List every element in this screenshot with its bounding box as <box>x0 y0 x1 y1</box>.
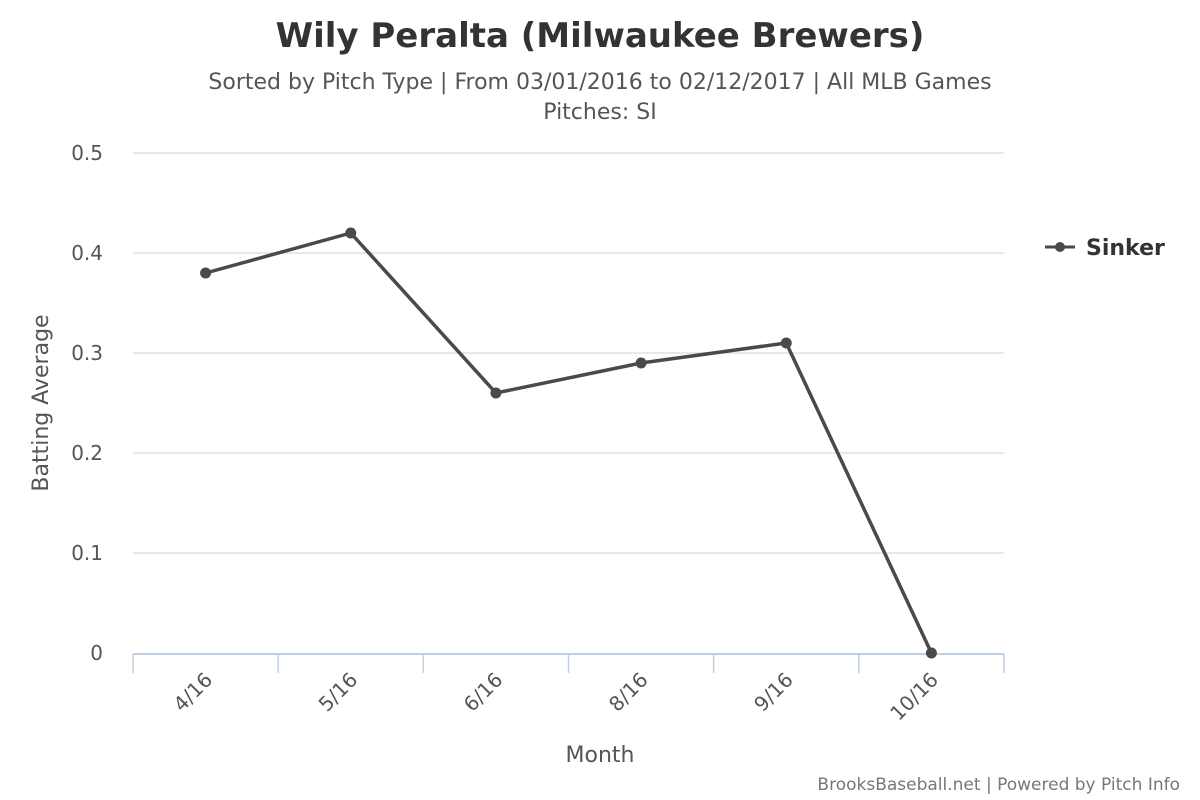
legend[interactable]: Sinker <box>1045 236 1165 261</box>
y-tick-label: 0.2 <box>71 441 103 465</box>
x-tick-label: 5/16 <box>314 668 363 717</box>
data-point[interactable] <box>780 337 792 349</box>
data-point[interactable] <box>200 267 212 279</box>
x-axis-title: Month <box>566 743 635 768</box>
legend-marker-sinker <box>1055 242 1065 252</box>
x-tick-label: 4/16 <box>168 668 217 717</box>
y-tick-label: 0.5 <box>71 141 103 165</box>
data-point[interactable] <box>345 227 357 239</box>
x-tick-label: 8/16 <box>604 668 653 717</box>
credits-link[interactable]: BrooksBaseball.net | Powered by Pitch In… <box>817 775 1180 795</box>
y-axis: 0 0.1 0.2 0.3 0.4 0.5 <box>71 141 103 665</box>
y-axis-title: Batting Average <box>29 314 54 491</box>
y-tick-label: 0.4 <box>71 241 103 265</box>
chart-subtitle-line2: Pitches: SI <box>543 100 656 125</box>
chart-subtitle-line1: Sorted by Pitch Type | From 03/01/2016 t… <box>208 70 991 95</box>
y-tick-label: 0.3 <box>71 341 103 365</box>
data-point[interactable] <box>635 357 647 369</box>
series-sinker <box>200 227 937 659</box>
x-axis: 4/16 5/16 6/16 8/16 9/16 10/16 <box>132 653 1005 726</box>
data-point[interactable] <box>490 387 502 399</box>
x-tick-label: 10/16 <box>885 668 943 726</box>
gridlines <box>133 152 1004 554</box>
data-point[interactable] <box>925 647 937 659</box>
y-tick-label: 0 <box>90 641 103 665</box>
x-tick-label: 6/16 <box>459 668 508 717</box>
legend-label-sinker[interactable]: Sinker <box>1086 236 1165 261</box>
series-line <box>205 231 934 654</box>
x-tick-label: 9/16 <box>749 668 798 717</box>
chart-title: Wily Peralta (Milwaukee Brewers) <box>276 16 925 56</box>
y-tick-label: 0.1 <box>71 541 103 565</box>
